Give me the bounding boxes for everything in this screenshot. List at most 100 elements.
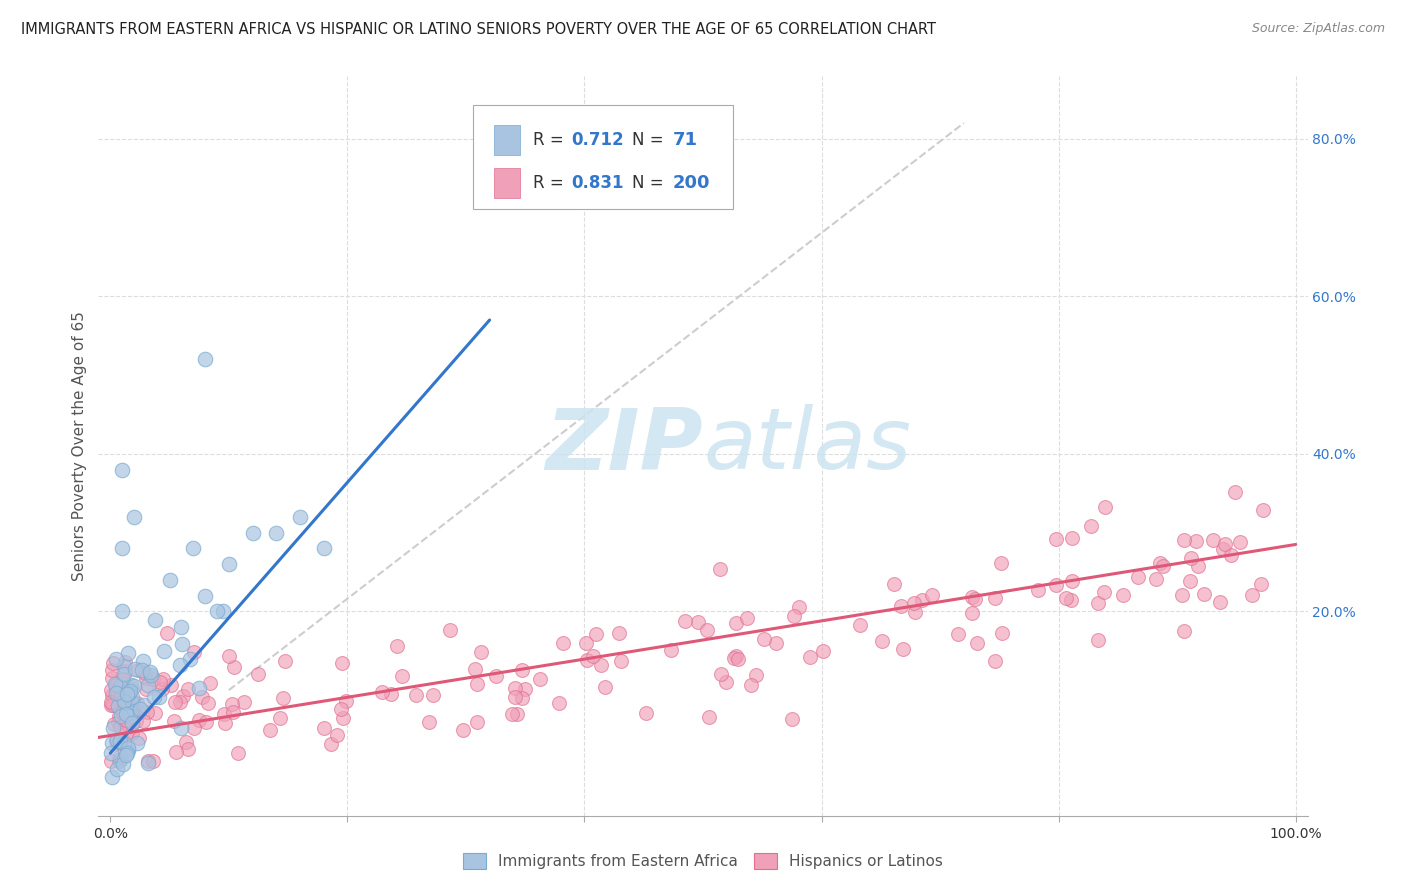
- Point: [312, 541, 335, 556]
- Point: [121, 725, 143, 739]
- Point: [120, 684, 142, 698]
- Point: [197, 696, 219, 710]
- Point: [921, 589, 943, 603]
- Point: [326, 728, 349, 742]
- Point: [1026, 583, 1049, 598]
- Text: atlas: atlas: [703, 404, 911, 488]
- Point: [224, 660, 246, 674]
- Point: [107, 714, 129, 729]
- Text: 0.831: 0.831: [571, 174, 624, 192]
- Point: [505, 706, 527, 721]
- Point: [271, 691, 294, 706]
- Point: [100, 754, 122, 768]
- Point: [100, 663, 122, 677]
- Point: [883, 577, 905, 591]
- Point: [903, 596, 925, 610]
- Point: [136, 756, 159, 770]
- Point: [1215, 536, 1237, 550]
- Point: [183, 722, 205, 736]
- Point: [547, 696, 569, 710]
- Point: [136, 754, 159, 768]
- Point: [108, 748, 131, 763]
- Point: [1194, 587, 1216, 601]
- Point: [111, 604, 134, 618]
- Point: [1229, 535, 1251, 549]
- Point: [110, 702, 132, 716]
- Point: [233, 695, 256, 709]
- Point: [117, 691, 139, 706]
- Point: [380, 687, 402, 701]
- Point: [465, 715, 488, 730]
- Point: [1060, 592, 1083, 607]
- Point: [105, 684, 128, 698]
- Point: [1045, 532, 1067, 546]
- Point: [198, 676, 221, 690]
- Point: [105, 651, 128, 665]
- Point: [143, 706, 166, 721]
- Point: [101, 671, 124, 685]
- Point: [205, 604, 228, 618]
- Point: [274, 654, 297, 668]
- Point: [115, 746, 138, 760]
- Point: [101, 736, 124, 750]
- Point: [510, 691, 533, 706]
- Point: [141, 667, 163, 681]
- Point: [121, 715, 143, 730]
- Point: [904, 605, 927, 619]
- Point: [242, 525, 264, 540]
- Point: [659, 643, 682, 657]
- Point: [108, 735, 131, 749]
- Point: [1212, 541, 1234, 556]
- Point: [891, 641, 914, 656]
- Text: N =: N =: [631, 174, 668, 192]
- Point: [149, 674, 172, 689]
- Point: [1241, 588, 1264, 602]
- Point: [634, 706, 657, 720]
- Point: [984, 654, 1007, 668]
- Point: [799, 649, 821, 664]
- Point: [134, 665, 156, 680]
- Point: [1185, 534, 1208, 549]
- Point: [710, 667, 733, 681]
- Point: [1173, 533, 1195, 547]
- Point: [110, 709, 132, 723]
- Point: [1202, 533, 1225, 547]
- Point: [218, 648, 240, 663]
- Text: 71: 71: [673, 131, 697, 149]
- Point: [725, 615, 748, 630]
- Point: [194, 715, 217, 730]
- Point: [697, 709, 720, 723]
- Point: [128, 731, 150, 746]
- Point: [115, 725, 138, 739]
- Point: [1180, 550, 1202, 565]
- Point: [114, 713, 136, 727]
- Point: [122, 704, 145, 718]
- Text: ZIP: ZIP: [546, 404, 703, 488]
- Point: [181, 541, 204, 556]
- Point: [172, 689, 194, 703]
- Text: IMMIGRANTS FROM EASTERN AFRICA VS HISPANIC OR LATINO SENIORS POVERTY OVER THE AG: IMMIGRANTS FROM EASTERN AFRICA VS HISPAN…: [21, 22, 936, 37]
- Point: [112, 736, 135, 750]
- Point: [1054, 591, 1077, 605]
- Point: [104, 734, 127, 748]
- Point: [135, 671, 157, 685]
- Point: [501, 707, 523, 722]
- Point: [1144, 572, 1167, 586]
- Point: [330, 701, 353, 715]
- Point: [269, 711, 291, 725]
- Point: [120, 693, 142, 707]
- Point: [100, 746, 122, 760]
- Point: [983, 591, 1005, 606]
- Point: [101, 721, 124, 735]
- Point: [143, 613, 166, 627]
- Point: [122, 679, 145, 693]
- Point: [1087, 596, 1109, 610]
- Point: [170, 637, 193, 651]
- Point: [121, 702, 143, 716]
- Point: [127, 663, 149, 677]
- Point: [142, 672, 165, 686]
- Point: [194, 352, 217, 367]
- Point: [911, 593, 934, 607]
- Point: [112, 694, 135, 708]
- Point: [1250, 577, 1272, 591]
